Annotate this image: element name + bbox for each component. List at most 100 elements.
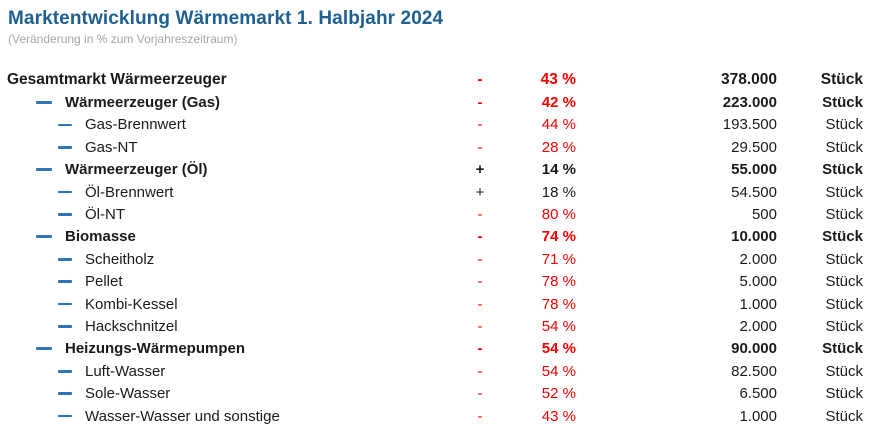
row-label: Scheitholz xyxy=(85,250,155,268)
table-row: Heizungs-Wärmepumpen - 54 % 90.000 Stück xyxy=(0,338,872,360)
row-sign: - xyxy=(477,295,483,313)
table-row: Öl-NT - 80 % 500 Stück xyxy=(0,203,872,225)
tree-dash-icon xyxy=(58,302,72,306)
row-unit: Stück xyxy=(825,362,863,380)
row-sign: - xyxy=(477,317,483,335)
row-sign: + xyxy=(475,161,485,179)
row-sign: - xyxy=(477,407,483,425)
page-title: Marktentwicklung Wärmemarkt 1. Halbjahr … xyxy=(8,8,444,29)
row-percent: 28 % xyxy=(541,138,576,156)
page-subtitle: (Veränderung in % zum Vorjahreszeitraum) xyxy=(8,32,238,46)
row-percent: 44 % xyxy=(541,116,576,134)
row-name-cell: Heizungs-Wärmepumpen xyxy=(0,340,440,357)
tree-dash-icon xyxy=(58,213,72,216)
row-unit: Stück xyxy=(825,273,863,291)
table-row: Wärmeerzeuger (Öl) + 14 % 55.000 Stück xyxy=(0,159,872,181)
row-sign: - xyxy=(477,138,483,156)
row-name-cell: Wasser-Wasser und sonstige xyxy=(0,408,440,425)
tree-dash-icon xyxy=(58,369,72,373)
row-unit: Stück xyxy=(822,161,863,179)
table-row: Sole-Wasser - 52 % 6.500 Stück xyxy=(0,382,872,404)
row-name-cell: Gas-NT xyxy=(0,139,440,156)
row-percent: 54 % xyxy=(541,317,576,335)
row-name-cell: Kombi-Kessel xyxy=(0,296,440,313)
row-label: Gas-NT xyxy=(85,138,138,156)
row-name-cell: Hackschnitzel xyxy=(0,318,440,335)
row-label: Heizungs-Wärmepumpen xyxy=(65,340,246,358)
row-percent: 54 % xyxy=(541,362,576,380)
row-name-cell: Sole-Wasser xyxy=(0,385,440,402)
row-quantity: 1.000 xyxy=(739,295,777,313)
row-label: Öl-Brennwert xyxy=(85,183,174,201)
row-name-cell: Wärmeerzeuger (Gas) xyxy=(0,94,440,111)
row-quantity: 5.000 xyxy=(739,273,777,291)
table-row: Öl-Brennwert + 18 % 54.500 Stück xyxy=(0,181,872,203)
table-row: Hackschnitzel - 54 % 2.000 Stück xyxy=(0,315,872,337)
tree-dash-icon xyxy=(58,325,72,328)
row-sign: - xyxy=(477,250,483,268)
row-name-cell: Scheitholz xyxy=(0,251,440,268)
row-quantity: 193.500 xyxy=(722,116,777,134)
row-label: Pellet xyxy=(85,273,123,291)
tree-dash-icon xyxy=(58,190,72,194)
tree-dash-icon xyxy=(36,168,52,172)
row-quantity: 29.500 xyxy=(731,138,777,156)
table-row: Pellet - 78 % 5.000 Stück xyxy=(0,271,872,293)
tree-dash-icon xyxy=(36,101,52,105)
tree-dash-icon xyxy=(36,347,52,351)
row-sign: - xyxy=(477,116,483,134)
row-name-cell: Biomasse xyxy=(0,228,440,245)
row-percent: 43 % xyxy=(541,407,576,425)
row-unit: Stück xyxy=(822,228,863,246)
header: Marktentwicklung Wärmemarkt 1. Halbjahr … xyxy=(0,0,872,47)
row-unit: Stück xyxy=(825,138,863,156)
tree-dash-icon xyxy=(36,235,52,239)
row-quantity: 223.000 xyxy=(722,94,777,112)
table-row: Wasser-Wasser und sonstige - 43 % 1.000 … xyxy=(0,405,872,427)
row-percent: 14 % xyxy=(541,161,576,179)
row-quantity: 82.500 xyxy=(731,362,777,380)
row-sign: - xyxy=(477,273,483,291)
row-quantity: 1.000 xyxy=(739,407,777,425)
row-unit: Stück xyxy=(825,116,863,134)
row-quantity: 2.000 xyxy=(739,317,777,335)
row-sign: - xyxy=(477,71,483,89)
table-row: Luft-Wasser - 54 % 82.500 Stück xyxy=(0,360,872,382)
row-unit: Stück xyxy=(825,385,863,403)
table-row: Biomasse - 74 % 10.000 Stück xyxy=(0,226,872,248)
row-name-cell: Öl-NT xyxy=(0,206,440,223)
row-percent: 18 % xyxy=(541,183,576,201)
row-label: Luft-Wasser xyxy=(85,362,166,380)
row-name-cell: Pellet xyxy=(0,273,440,290)
row-quantity: 10.000 xyxy=(731,228,777,246)
row-percent: 74 % xyxy=(541,228,576,246)
row-label: Kombi-Kessel xyxy=(85,295,178,313)
row-sign: - xyxy=(477,362,483,380)
tree-dash-icon xyxy=(58,414,72,418)
row-label: Wärmeerzeuger (Öl) xyxy=(65,161,208,179)
tree-dash-icon xyxy=(58,392,72,395)
row-label: Wasser-Wasser und sonstige xyxy=(85,407,280,425)
row-quantity: 54.500 xyxy=(731,183,777,201)
row-percent: 80 % xyxy=(541,206,576,224)
table-row: Kombi-Kessel - 78 % 1.000 Stück xyxy=(0,293,872,315)
row-name-cell: Wärmeerzeuger (Öl) xyxy=(0,161,440,178)
table-row: Wärmeerzeuger (Gas) - 42 % 223.000 Stück xyxy=(0,91,872,113)
row-unit: Stück xyxy=(825,317,863,335)
row-label: Sole-Wasser xyxy=(85,385,171,403)
row-name-cell: Gesamtmarkt Wärmeerzeuger xyxy=(0,71,440,89)
row-name-cell: Öl-Brennwert xyxy=(0,184,440,201)
tree-dash-icon xyxy=(58,146,72,149)
row-name-cell: Luft-Wasser xyxy=(0,363,440,380)
row-percent: 43 % xyxy=(540,71,576,89)
row-unit: Stück xyxy=(825,407,863,425)
table-row: Gesamtmarkt Wärmeerzeuger - 43 % 378.000… xyxy=(0,69,872,91)
row-quantity: 90.000 xyxy=(731,340,777,358)
tree-dash-icon xyxy=(58,258,72,261)
row-percent: 42 % xyxy=(541,94,576,112)
row-label: Wärmeerzeuger (Gas) xyxy=(65,94,221,112)
row-unit: Stück xyxy=(825,295,863,313)
row-quantity: 378.000 xyxy=(720,71,777,89)
row-label: Gas-Brennwert xyxy=(85,116,186,134)
